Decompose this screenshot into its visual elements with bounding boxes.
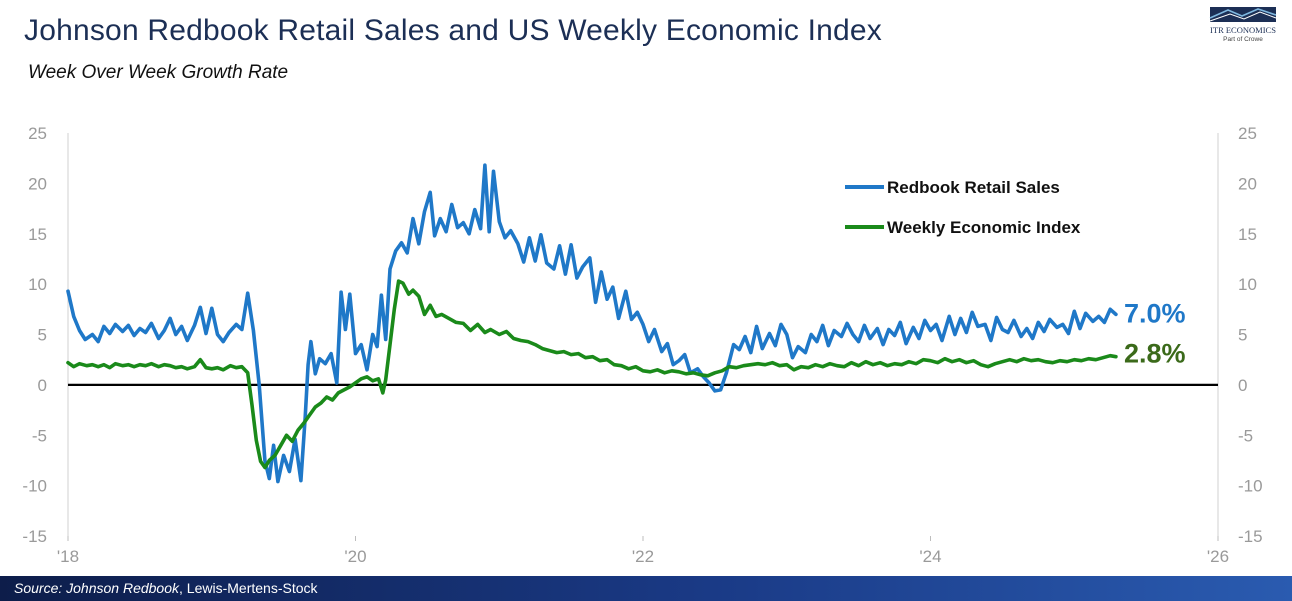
- y-tick-label-left: 20: [28, 174, 47, 193]
- y-axis-right: -15 -10 -5 0 5 10 15 20 25: [1238, 124, 1263, 546]
- x-tick-label: '24: [919, 547, 941, 566]
- x-tick-label: '26: [1207, 547, 1229, 566]
- end-labels: 7.0% 2.8%: [1124, 298, 1186, 368]
- legend-label: Weekly Economic Index: [887, 218, 1081, 237]
- itr-logo-icon: [1209, 7, 1277, 22]
- legend: Redbook Retail Sales Weekly Economic Inde…: [845, 178, 1081, 237]
- wei-end-label: 2.8%: [1124, 339, 1186, 369]
- y-tick-label-left: -15: [22, 527, 47, 546]
- itr-logo: ITR ECONOMICS Part of Crowe: [1208, 6, 1278, 50]
- x-tick-label: '22: [632, 547, 654, 566]
- y-tick-label-left: 25: [28, 124, 47, 143]
- chart-subtitle: Week Over Week Growth Rate: [28, 62, 289, 83]
- y-tick-label-right: 15: [1238, 225, 1257, 244]
- y-tick-label-left: 5: [38, 326, 47, 345]
- redbook-series-line: [66, 163, 1118, 484]
- y-tick-label-right: 10: [1238, 275, 1257, 294]
- x-tick-label: '20: [344, 547, 366, 566]
- y-tick-label-left: 0: [38, 376, 47, 395]
- y-tick-label-right: 0: [1238, 376, 1247, 395]
- y-tick-label-left: -10: [22, 477, 47, 496]
- wei-series-line: [66, 279, 1118, 470]
- source-label: Source:: [14, 580, 63, 596]
- legend-label: Redbook Retail Sales: [887, 178, 1060, 197]
- y-tick-label-right: -10: [1238, 477, 1263, 496]
- y-tick-label-right: 25: [1238, 124, 1257, 143]
- y-tick-label-left: 10: [28, 275, 47, 294]
- source-text: Source: Johnson Redbook, Lewis-Mertens-S…: [14, 580, 318, 596]
- source-rest: , Lewis-Mertens-Stock: [179, 580, 318, 596]
- x-axis: '18 '20 '22 '24 '26: [57, 536, 1229, 566]
- y-tick-label-left: 15: [28, 225, 47, 244]
- chart-area: -15 -10 -5 0 5 10 15 20 25 -15 -10 -5 0 5 10 15 20 25 '1…: [22, 124, 1263, 566]
- y-tick-label-right: -15: [1238, 527, 1263, 546]
- series-layer: [66, 163, 1118, 484]
- source-footer: Source: Johnson Redbook, Lewis-Mertens-S…: [0, 576, 1292, 601]
- logo-name: ITR ECONOMICS: [1210, 25, 1276, 35]
- y-tick-label-left: -5: [32, 426, 47, 445]
- y-tick-label-right: 20: [1238, 174, 1257, 193]
- y-tick-label-right: -5: [1238, 426, 1253, 445]
- y-axis-left: -15 -10 -5 0 5 10 15 20 25: [22, 124, 47, 546]
- logo-sub: Part of Crowe: [1223, 36, 1263, 43]
- y-tick-label-right: 5: [1238, 326, 1247, 345]
- x-tick-label: '18: [57, 547, 79, 566]
- chart-title: Johnson Redbook Retail Sales and US Week…: [24, 14, 882, 47]
- redbook-end-label: 7.0%: [1124, 298, 1186, 328]
- source-italic: Johnson Redbook: [66, 580, 180, 596]
